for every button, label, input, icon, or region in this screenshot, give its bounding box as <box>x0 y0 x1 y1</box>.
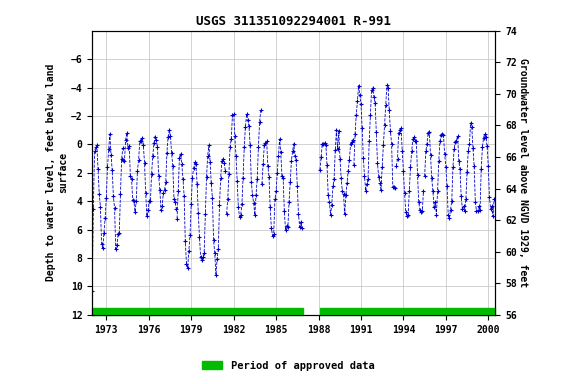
Title: USGS 311351092294001 R-991: USGS 311351092294001 R-991 <box>196 15 391 28</box>
Bar <box>320 308 495 315</box>
Y-axis label: Groundwater level above NGVD 1929, feet: Groundwater level above NGVD 1929, feet <box>518 58 528 287</box>
Y-axis label: Depth to water level, feet below land
surface: Depth to water level, feet below land su… <box>46 64 68 281</box>
Legend: Period of approved data: Period of approved data <box>198 357 378 375</box>
Bar <box>92 308 303 315</box>
